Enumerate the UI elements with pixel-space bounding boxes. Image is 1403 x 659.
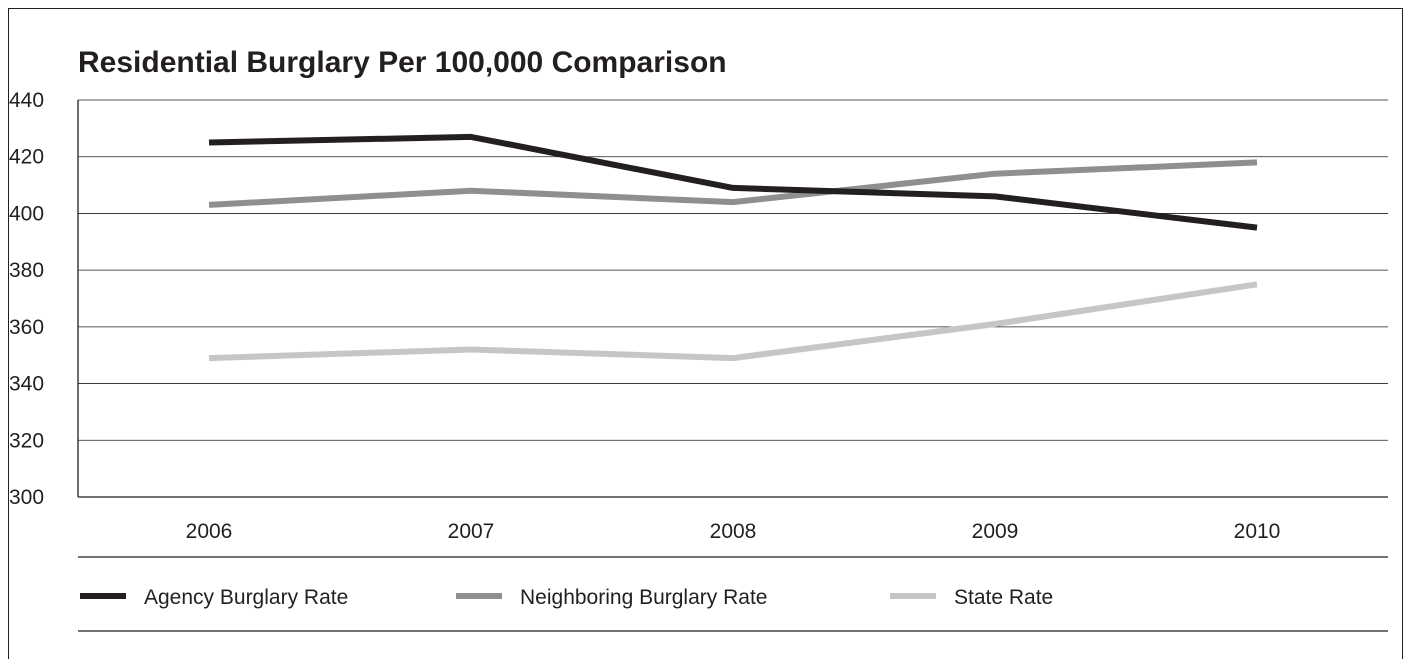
x-tick-label: 2009 bbox=[972, 520, 1019, 543]
series-line-agency-burglary-rate bbox=[208, 133, 1258, 231]
y-tick-label: 440 bbox=[9, 89, 44, 112]
y-tick-label: 340 bbox=[9, 373, 44, 396]
legend-label: Neighboring Burglary Rate bbox=[520, 586, 767, 609]
x-tick-label: 2010 bbox=[1234, 520, 1281, 543]
y-tick-label: 300 bbox=[9, 486, 44, 509]
y-tick-label: 420 bbox=[9, 146, 44, 169]
y-tick-label: 380 bbox=[9, 259, 44, 282]
y-axis: 440 420 400 380 360 340 320 300 bbox=[9, 89, 79, 509]
x-axis: 2006 2007 2008 2009 2010 bbox=[186, 520, 1281, 543]
grid-lines bbox=[78, 99, 1388, 498]
y-tick-label: 400 bbox=[9, 202, 44, 225]
series-line-state-rate bbox=[208, 281, 1258, 362]
y-tick-label: 360 bbox=[9, 316, 44, 339]
chart-title: Residential Burglary Per 100,000 Compari… bbox=[78, 46, 727, 79]
series-line-neighboring-burglary-rate bbox=[208, 159, 1258, 208]
legend-label: State Rate bbox=[954, 586, 1053, 609]
series-lines bbox=[208, 133, 1258, 362]
legend-label: Agency Burglary Rate bbox=[144, 586, 348, 609]
x-tick-label: 2008 bbox=[710, 520, 757, 543]
x-tick-label: 2007 bbox=[448, 520, 495, 543]
legend: Agency Burglary Rate Neighboring Burglary… bbox=[80, 586, 1053, 609]
x-tick-label: 2006 bbox=[186, 520, 233, 543]
y-tick-label: 320 bbox=[9, 429, 44, 452]
